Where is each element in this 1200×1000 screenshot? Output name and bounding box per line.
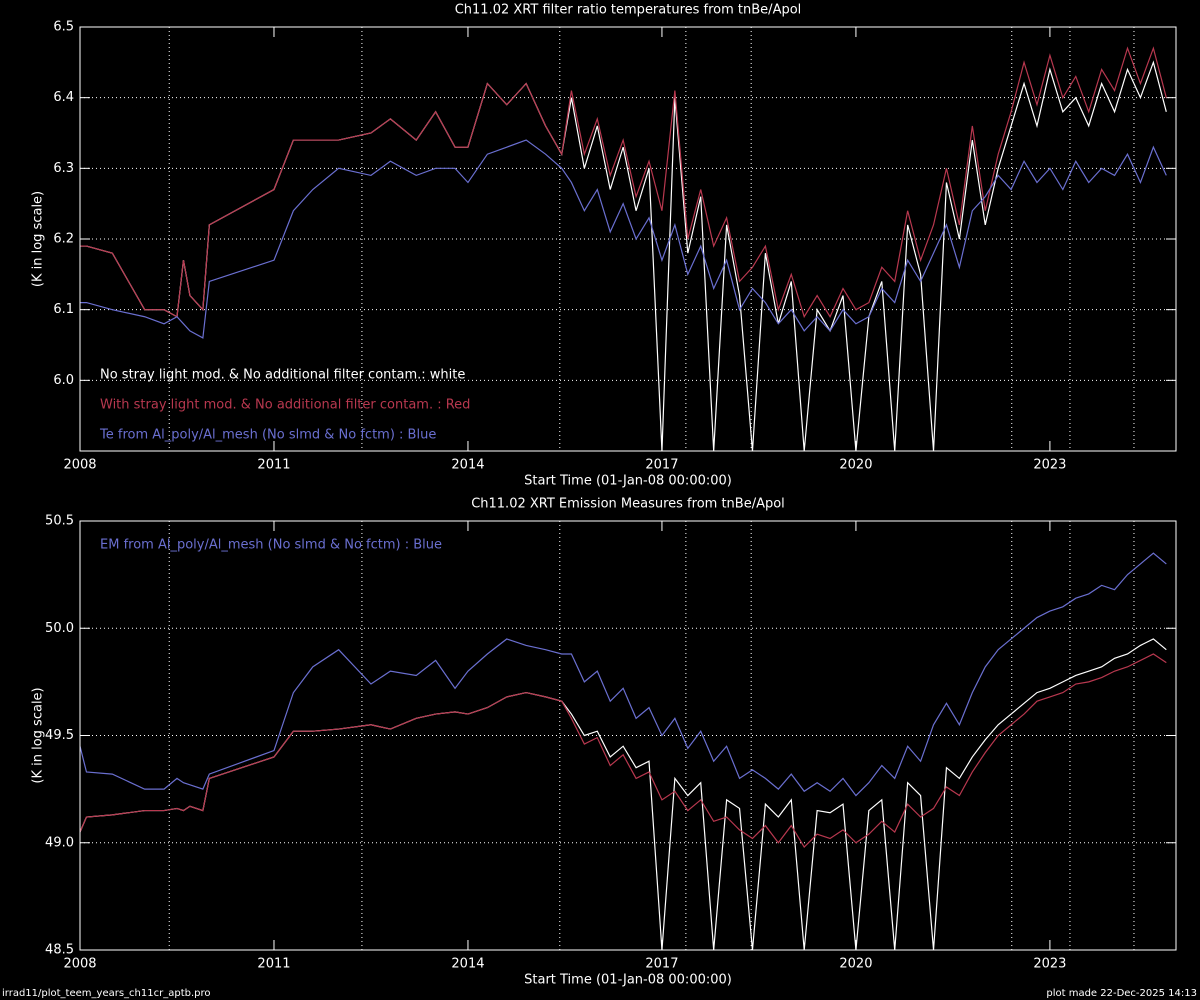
x-tick-label: 2020 xyxy=(839,458,872,473)
y-axis-label: (K in log scale) xyxy=(31,191,46,287)
x-tick-label: 2023 xyxy=(1033,458,1066,473)
y-tick-label: 6.2 xyxy=(53,232,74,247)
data-line xyxy=(79,653,1167,849)
data-line xyxy=(79,638,1167,951)
y-tick-label: 49.5 xyxy=(45,728,74,743)
legend-entry: EM from Al_poly/Al_mesh (No slmd & No fc… xyxy=(100,538,442,553)
legend-entry: Te from Al_poly/Al_mesh (No slmd & No fc… xyxy=(99,428,436,443)
y-tick-label: 50.0 xyxy=(45,621,74,636)
x-tick-label: 2020 xyxy=(839,957,872,972)
footer-right: plot made 22-Dec-2025 14:13 xyxy=(1046,988,1197,999)
x-tick-label: 2008 xyxy=(63,458,96,473)
chart-title: Ch11.02 XRT Emission Measures from tnBe/… xyxy=(471,497,785,512)
x-axis-label: Start Time (01-Jan-08 00:00:00) xyxy=(524,973,732,988)
y-tick-label: 6.4 xyxy=(53,90,74,105)
y-tick-label: 50.5 xyxy=(45,514,74,529)
y-tick-label: 49.0 xyxy=(45,835,74,850)
y-tick-label: 48.5 xyxy=(45,943,74,958)
x-tick-label: 2011 xyxy=(257,957,290,972)
legend-entry: With stray light mod. & No additional fi… xyxy=(100,398,470,413)
x-tick-label: 2017 xyxy=(645,957,678,972)
legend-entry: No stray light mod. & No additional filt… xyxy=(100,368,465,383)
chart-title: Ch11.02 XRT filter ratio temperatures fr… xyxy=(455,3,802,18)
data-line xyxy=(80,46,1167,319)
x-tick-label: 2017 xyxy=(645,458,678,473)
y-tick-label: 6.1 xyxy=(53,302,74,317)
y-tick-label: 6.3 xyxy=(53,161,74,176)
data-line xyxy=(80,139,1167,339)
y-tick-label: 6.0 xyxy=(53,373,74,388)
y-axis-label: (K in log scale) xyxy=(31,687,46,783)
plot-frame xyxy=(79,520,1177,951)
x-tick-label: 2014 xyxy=(451,458,484,473)
x-tick-label: 2011 xyxy=(257,458,290,473)
data-line xyxy=(80,60,1167,452)
x-tick-label: 2014 xyxy=(451,957,484,972)
x-tick-label: 2023 xyxy=(1033,957,1066,972)
data-line xyxy=(79,552,1167,797)
x-tick-label: 2008 xyxy=(63,957,96,972)
plot-frame xyxy=(79,26,1177,452)
x-axis-label: Start Time (01-Jan-08 00:00:00) xyxy=(524,474,732,489)
y-tick-label: 6.5 xyxy=(53,20,74,35)
footer-left: irrad11/plot_teem_years_ch11cr_aptb.pro xyxy=(2,988,211,999)
